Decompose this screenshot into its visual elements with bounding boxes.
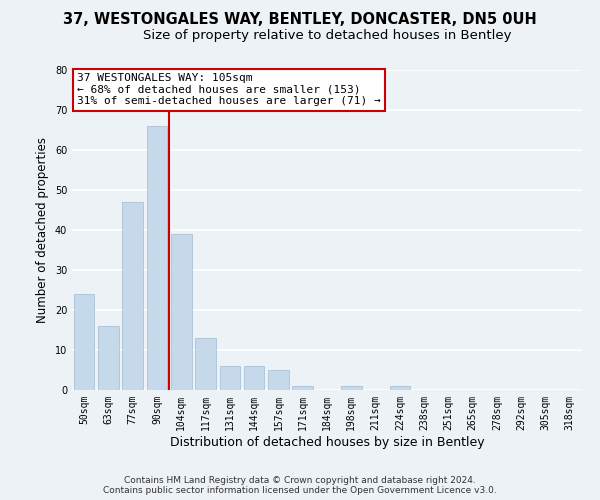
Bar [244,366,265,390]
Bar [122,202,143,390]
Bar [195,338,216,390]
Text: Contains HM Land Registry data © Crown copyright and database right 2024.
Contai: Contains HM Land Registry data © Crown c… [103,476,497,495]
Y-axis label: Number of detached properties: Number of detached properties [36,137,49,323]
Bar [74,294,94,390]
Bar [292,386,313,390]
Bar [171,234,191,390]
Bar [220,366,240,390]
Bar [98,326,119,390]
Text: 37 WESTONGALES WAY: 105sqm
← 68% of detached houses are smaller (153)
31% of sem: 37 WESTONGALES WAY: 105sqm ← 68% of deta… [77,73,381,106]
Bar [341,386,362,390]
Bar [268,370,289,390]
Title: Size of property relative to detached houses in Bentley: Size of property relative to detached ho… [143,30,511,43]
Bar [389,386,410,390]
X-axis label: Distribution of detached houses by size in Bentley: Distribution of detached houses by size … [170,436,484,448]
Text: 37, WESTONGALES WAY, BENTLEY, DONCASTER, DN5 0UH: 37, WESTONGALES WAY, BENTLEY, DONCASTER,… [63,12,537,28]
Bar [146,126,167,390]
